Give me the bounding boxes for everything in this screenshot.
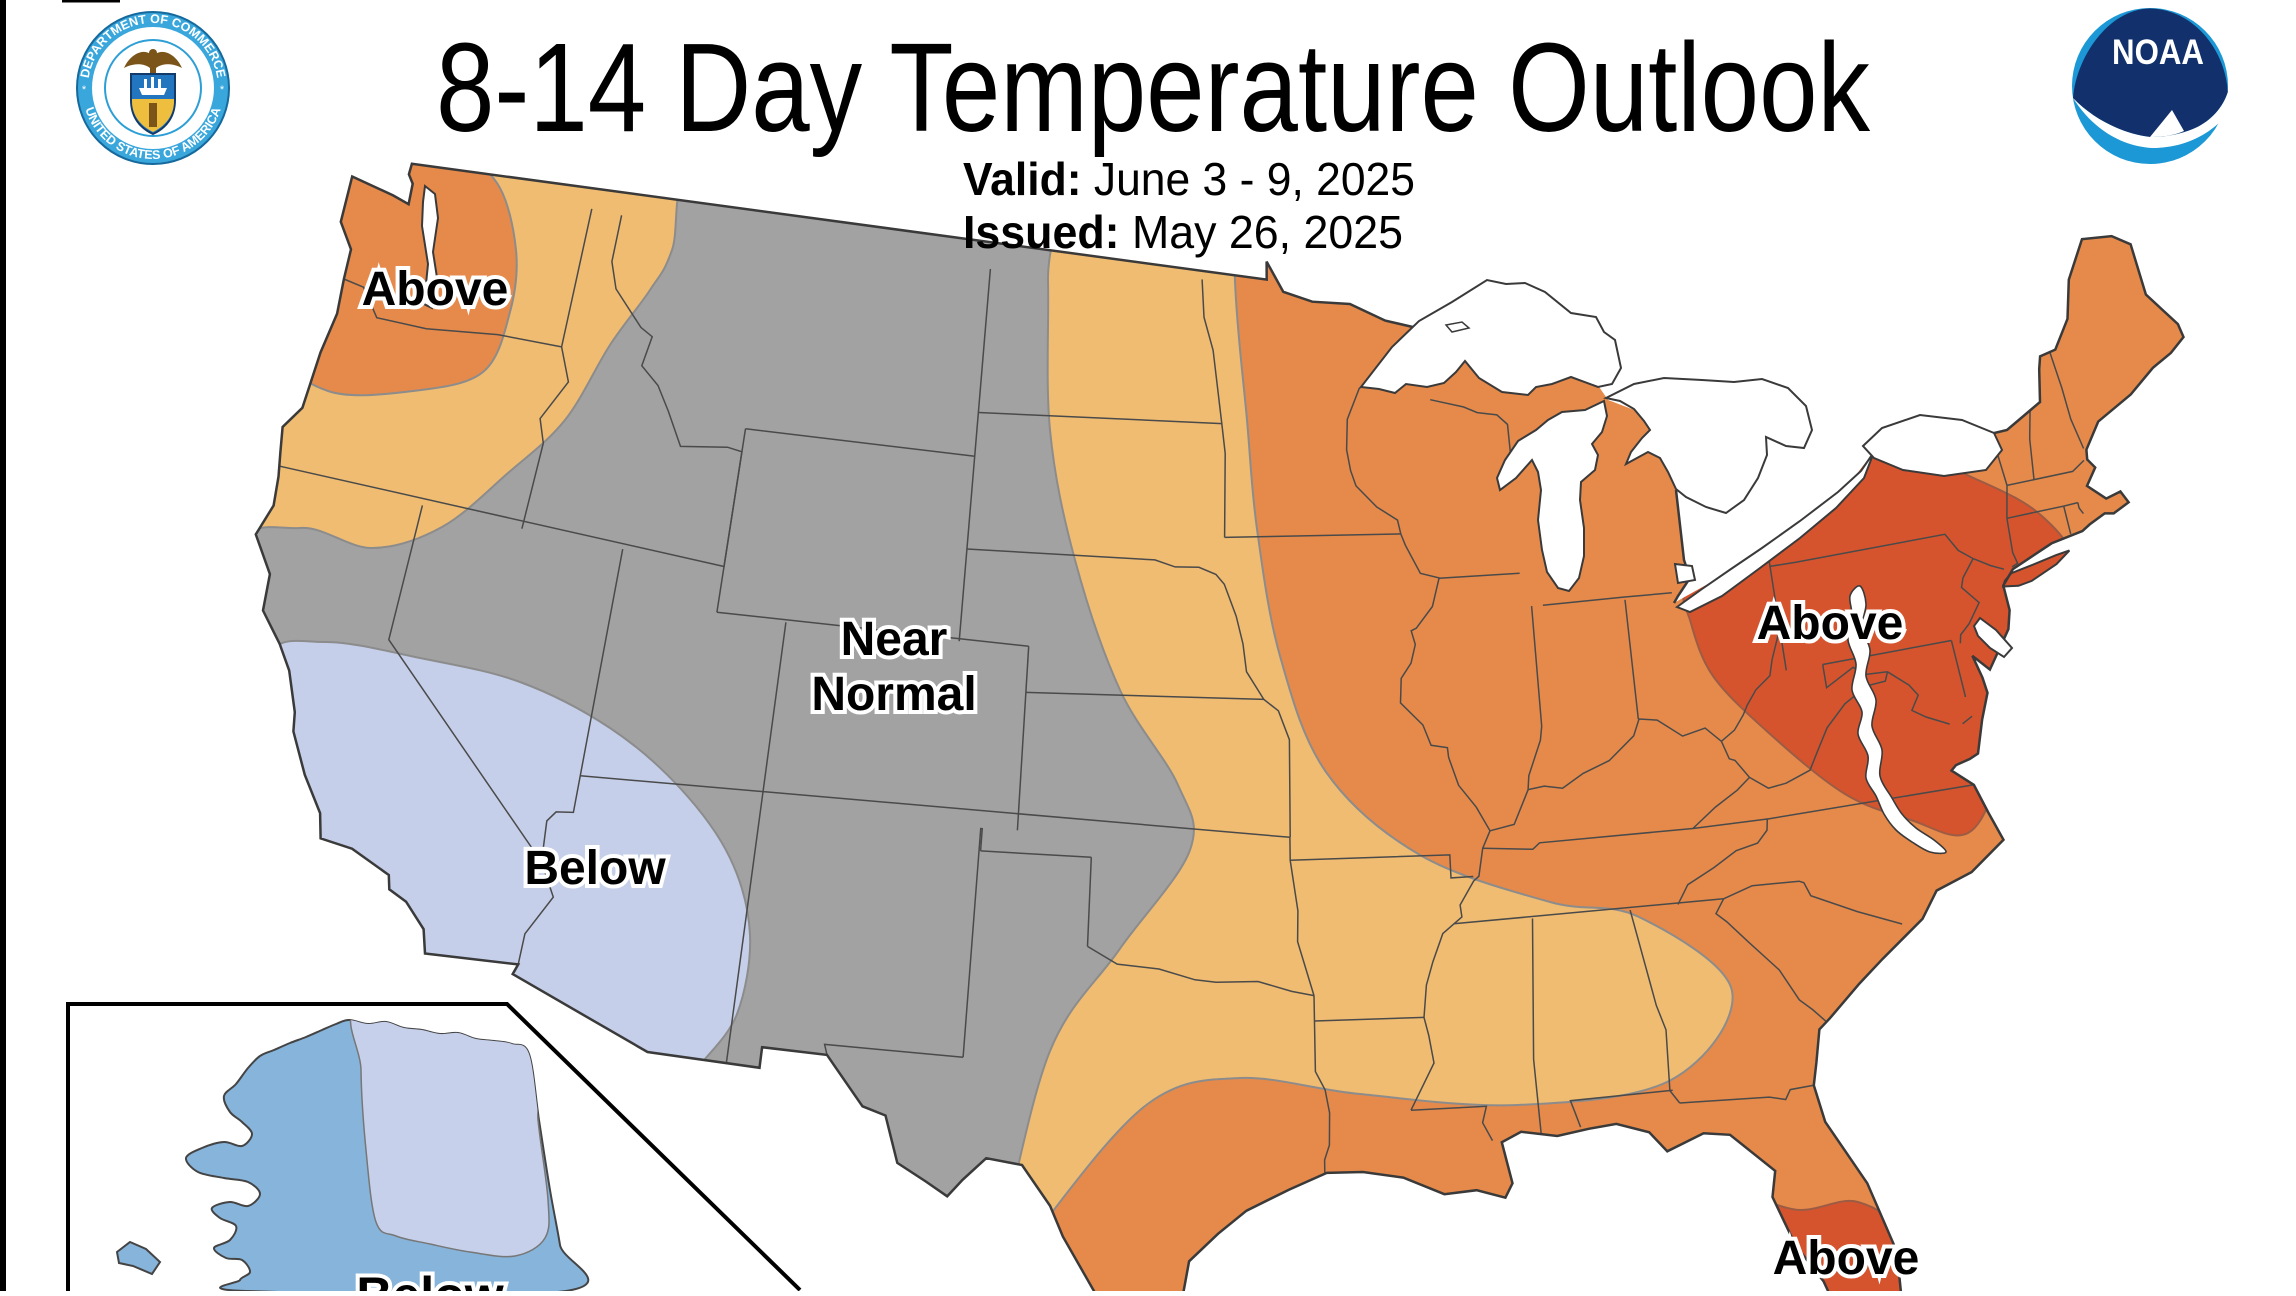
- svg-text:Near: Near: [841, 613, 948, 666]
- svg-text:Above: Above: [1773, 1232, 1920, 1285]
- svg-text:Below: Below: [524, 842, 666, 895]
- svg-text:NOAA: NOAA: [2112, 33, 2204, 72]
- svg-text:Valid: June 3 - 9, 2025: Valid: June 3 - 9, 2025: [963, 153, 1415, 205]
- svg-text:Above: Above: [362, 263, 509, 316]
- svg-text:8-14 Day Temperature Outlook: 8-14 Day Temperature Outlook: [436, 17, 1871, 158]
- svg-text:*: *: [82, 84, 87, 96]
- svg-text:Normal: Normal: [811, 668, 976, 721]
- svg-text:*: *: [220, 84, 225, 96]
- svg-text:Issued: May 26, 2025: Issued: May 26, 2025: [963, 206, 1403, 258]
- svg-text:Above: Above: [1757, 597, 1904, 650]
- svg-text:Below: Below: [356, 1267, 503, 1291]
